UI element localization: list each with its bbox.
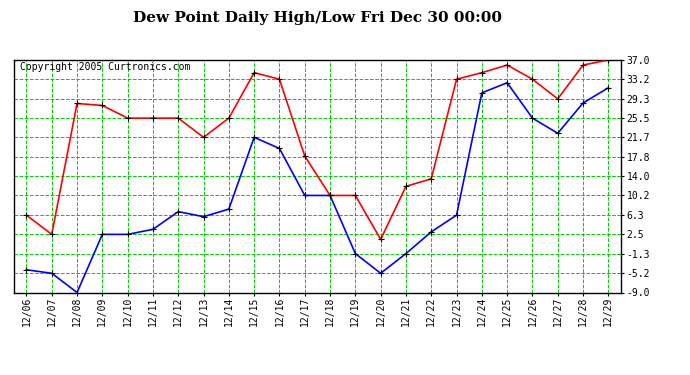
Text: Copyright 2005 Curtronics.com: Copyright 2005 Curtronics.com (20, 62, 190, 72)
Text: Dew Point Daily High/Low Fri Dec 30 00:00: Dew Point Daily High/Low Fri Dec 30 00:0… (133, 11, 502, 25)
